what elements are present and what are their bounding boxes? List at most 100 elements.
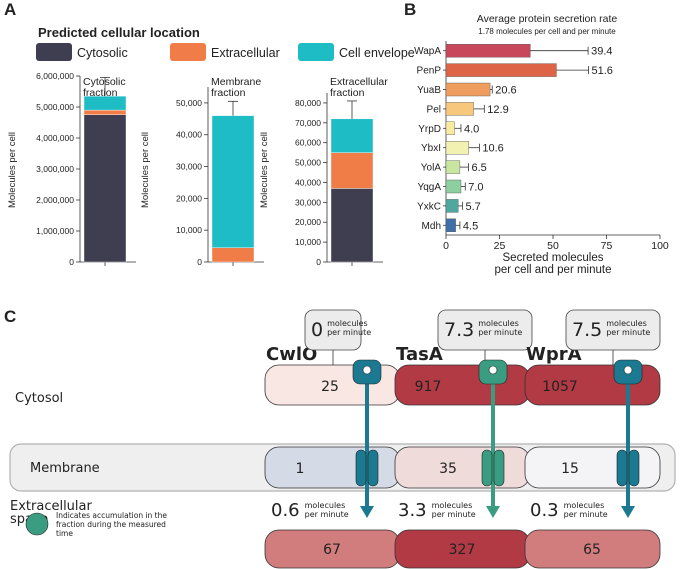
bar-segment: [83, 109, 127, 115]
bar: [445, 160, 461, 174]
error-bar: [228, 100, 238, 116]
y-tick-label: 3,000,000: [36, 164, 74, 174]
y-tick-label: 20,000: [176, 193, 202, 203]
transporter-pore: [493, 449, 505, 487]
bar: [445, 179, 462, 194]
rate-bubble: [304, 309, 362, 351]
rate-unit: molecules per minute: [478, 319, 522, 337]
transporter-center: [623, 365, 633, 375]
legend-swatch: [170, 43, 206, 61]
extracellular-box: [524, 529, 661, 569]
export-rate: 7.3: [444, 319, 474, 341]
transporter-pore: [355, 449, 367, 487]
y-tick-label: 0: [316, 257, 321, 267]
y-tick-label: 0: [69, 257, 74, 267]
bar: [445, 199, 459, 213]
y-tick-label: 80,000: [295, 98, 321, 108]
x-tick-label: 0: [443, 240, 449, 252]
extracellular-count: 65: [583, 542, 601, 558]
error-bar: [556, 66, 589, 75]
export-rate: 0: [311, 319, 323, 341]
transporter-pore: [628, 449, 640, 487]
x-tick-label: 75: [601, 240, 613, 252]
legend-swatch: [36, 43, 72, 61]
y-axis-label: Molecules per cell: [140, 132, 151, 208]
extracellular-count: 327: [449, 542, 476, 558]
membrane-box: [524, 446, 661, 489]
panel-label: C: [4, 307, 16, 326]
y-tick-label: 2,000,000: [36, 195, 74, 205]
y-tick-label: YolA: [421, 163, 442, 174]
cytosol-count: 1057: [542, 379, 578, 395]
secretion-rate: 0.6: [271, 500, 300, 521]
cytosol-count: 917: [415, 379, 442, 395]
value-label: 7.0: [468, 182, 483, 194]
error-bar: [347, 100, 357, 119]
bar-segment: [330, 152, 374, 189]
membrane-count: 15: [561, 461, 579, 477]
value-label: 4.0: [464, 123, 479, 135]
y-tick-label: YbxI: [421, 143, 441, 154]
bar-segment: [211, 247, 255, 263]
value-label: 4.5: [463, 220, 478, 232]
y-tick-label: YrpD: [418, 124, 441, 135]
chart-subtitle: 1.78 molecules per cell and per minute: [478, 27, 616, 36]
legend-swatch: [298, 43, 334, 61]
rate-unit: molecules per minute: [305, 501, 349, 519]
transporter-pore: [481, 449, 493, 487]
error-bar: [460, 182, 466, 191]
legend-label: Cytosolic: [77, 46, 128, 60]
value-label: 10.6: [482, 143, 503, 155]
y-tick-label: 40,000: [176, 130, 202, 140]
y-tick-label: YxkC: [417, 201, 441, 212]
legend-title: Predicted cellular location: [38, 25, 200, 40]
error-bar: [530, 46, 589, 55]
panel-label: B: [404, 0, 416, 19]
bar: [445, 63, 557, 77]
bar-segment: [330, 188, 374, 263]
y-tick-label: 0: [197, 257, 202, 267]
x-tick-label: 50: [547, 240, 559, 252]
x-tick-label: 100: [651, 240, 669, 252]
arrow-head: [621, 506, 635, 518]
y-tick-label: 5,000,000: [36, 102, 74, 112]
error-bar: [468, 143, 480, 152]
secretion-rate: 0.3: [530, 500, 559, 521]
arrow-head: [486, 506, 500, 518]
rate-unit: molecules per minute: [432, 501, 476, 519]
y-tick-label: 50,000: [176, 98, 202, 108]
bar-segment: [83, 95, 127, 111]
error-bar: [459, 163, 469, 172]
rate-bubble: [565, 309, 661, 351]
legend-label: Cell envelope: [339, 46, 415, 60]
transporter-pore: [367, 449, 379, 487]
y-tick-label: 1,000,000: [36, 226, 74, 236]
compartment-label: Membrane: [30, 461, 100, 476]
rate-unit: molecules per minute: [564, 501, 608, 519]
error-bar: [100, 77, 110, 97]
y-axis-label: Molecules per cell: [7, 132, 18, 208]
rate-unit: molecules per minute: [606, 319, 650, 337]
secretion-rate: 3.3: [398, 500, 427, 521]
y-tick-label: Pel: [427, 104, 441, 115]
protein-name: CwlO: [266, 344, 317, 365]
x-tick-label: 25: [494, 240, 506, 252]
error-bar: [473, 104, 485, 113]
legend-text: Indicates accumulation in the fraction du…: [56, 511, 167, 538]
transporter-center: [362, 365, 372, 375]
y-tick-label: YuaB: [417, 85, 441, 96]
error-bar: [455, 221, 461, 230]
protein-name: TasA: [396, 344, 443, 365]
value-label: 6.5: [471, 162, 486, 174]
membrane-count: 1: [296, 461, 305, 477]
compartment-label: Cytosol: [15, 391, 63, 406]
bar: [445, 102, 474, 116]
value-label: 5.7: [465, 201, 480, 213]
y-tick-label: 40,000: [295, 177, 321, 187]
value-label: 12.9: [487, 104, 508, 116]
transporter-center: [488, 365, 498, 375]
legend-marker: [25, 512, 49, 536]
y-tick-label: YqgA: [417, 182, 441, 193]
bar: [445, 44, 531, 58]
